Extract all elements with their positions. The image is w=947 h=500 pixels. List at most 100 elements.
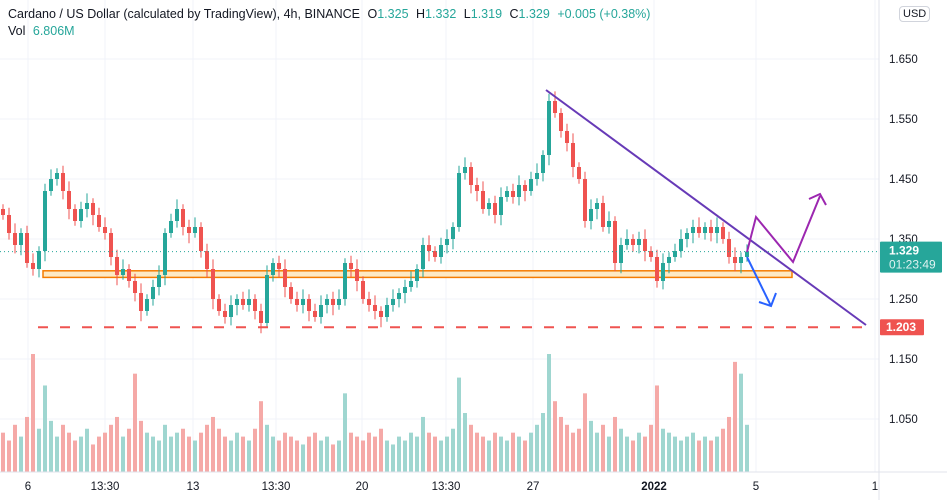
candle-body (217, 299, 221, 311)
candle-body (433, 251, 437, 257)
volume-bar (469, 424, 473, 472)
volume-bar (553, 401, 557, 472)
close-value: 1.329 (518, 7, 550, 21)
volume-bar (217, 428, 221, 472)
candle-body (115, 257, 119, 275)
price-tick-label: 1.550 (889, 114, 918, 126)
candle-body (343, 263, 347, 299)
volume-bar (61, 424, 65, 472)
volume-bar (109, 424, 113, 472)
candle-body (679, 239, 683, 251)
candle-body (457, 173, 461, 227)
candle-body (85, 203, 89, 209)
candle-body (235, 299, 239, 305)
volume-bar (145, 432, 149, 472)
volume-bar (739, 373, 743, 472)
candle-body (289, 287, 293, 299)
time-tick-label: 5 (753, 481, 759, 493)
volume-bar (385, 440, 389, 472)
volume-bar (535, 424, 539, 472)
currency-button[interactable]: USD (899, 6, 931, 22)
volume-bar (241, 436, 245, 472)
candle-body (553, 101, 557, 113)
volume-bar (703, 436, 707, 472)
candle-body (169, 221, 173, 233)
bearish-arrow[interactable] (746, 256, 772, 307)
volume-bar (595, 432, 599, 472)
volume-bar (205, 424, 209, 472)
volume-value: 6.806M (32, 24, 75, 38)
volume-bar (67, 432, 71, 472)
volume-bar (715, 436, 719, 472)
volume-bar (373, 436, 377, 472)
candle-body (583, 179, 587, 221)
volume-bar (43, 385, 47, 472)
candle-body (685, 233, 689, 239)
volume-bar (349, 432, 353, 472)
volume-bar (133, 373, 137, 472)
volume-bar (577, 428, 581, 472)
candle-body (415, 269, 419, 281)
symbol-title[interactable]: Cardano / US Dollar (calculated by Tradi… (8, 7, 361, 21)
volume-bar (727, 416, 731, 472)
candle-body (667, 257, 671, 263)
volume-bar (637, 432, 641, 472)
candle-body (499, 197, 503, 215)
time-tick-label: 13:30 (262, 481, 291, 493)
bullish-path-arrow[interactable] (746, 195, 821, 264)
candle-body (25, 233, 29, 263)
candle-body (493, 203, 497, 215)
candle-body (637, 239, 641, 245)
volume-bar (463, 413, 467, 472)
candle-body (595, 203, 599, 209)
volume-bar (289, 436, 293, 472)
high-value: 1.332 (425, 7, 457, 21)
volume-bar (199, 432, 203, 472)
volume-bar (631, 440, 635, 472)
candle-body (607, 221, 611, 227)
support-price-badge (880, 319, 924, 336)
price-tick-label: 1.450 (889, 174, 918, 186)
candle-body (625, 239, 629, 245)
time-tick-label: 27 (527, 481, 540, 493)
candle-body (175, 209, 179, 221)
candle-body (601, 203, 605, 227)
volume-label[interactable]: Vol (8, 24, 26, 38)
volume-bar (13, 424, 17, 472)
price-tick-label: 1.050 (889, 414, 918, 426)
volume-bar (601, 424, 605, 472)
price-tick-label: 1.150 (889, 354, 918, 366)
candle-body (355, 269, 359, 281)
time-tick-label: 13:30 (432, 481, 461, 493)
volume-bar (121, 436, 125, 472)
candle-body (163, 233, 167, 275)
volume-bar (7, 440, 11, 472)
arrowhead-icon (808, 192, 827, 206)
candle-body (295, 299, 299, 305)
volume-bar (193, 440, 197, 472)
volume-bar (37, 428, 41, 472)
candle-body (31, 263, 35, 269)
candle-body (337, 299, 341, 305)
volume-bar (361, 440, 365, 472)
volume-bar (571, 432, 575, 472)
volume-bar (517, 436, 521, 472)
candle-body (91, 203, 95, 215)
candle-body (577, 167, 581, 179)
volume-bar (679, 440, 683, 472)
volume-bar (505, 440, 509, 472)
volume-bar (25, 416, 29, 472)
countdown-value: 01:23:49 (889, 258, 936, 272)
candle-body (529, 179, 533, 191)
volume-bar (673, 436, 677, 472)
candle-body (133, 281, 137, 293)
trendline[interactable] (545, 89, 867, 326)
candle-body (469, 167, 473, 185)
candle-body (1, 209, 5, 215)
candle-body (205, 251, 209, 269)
candle-body (631, 239, 635, 245)
candle-body (139, 293, 143, 311)
low-label: L (463, 7, 471, 21)
candle-body (49, 179, 53, 191)
